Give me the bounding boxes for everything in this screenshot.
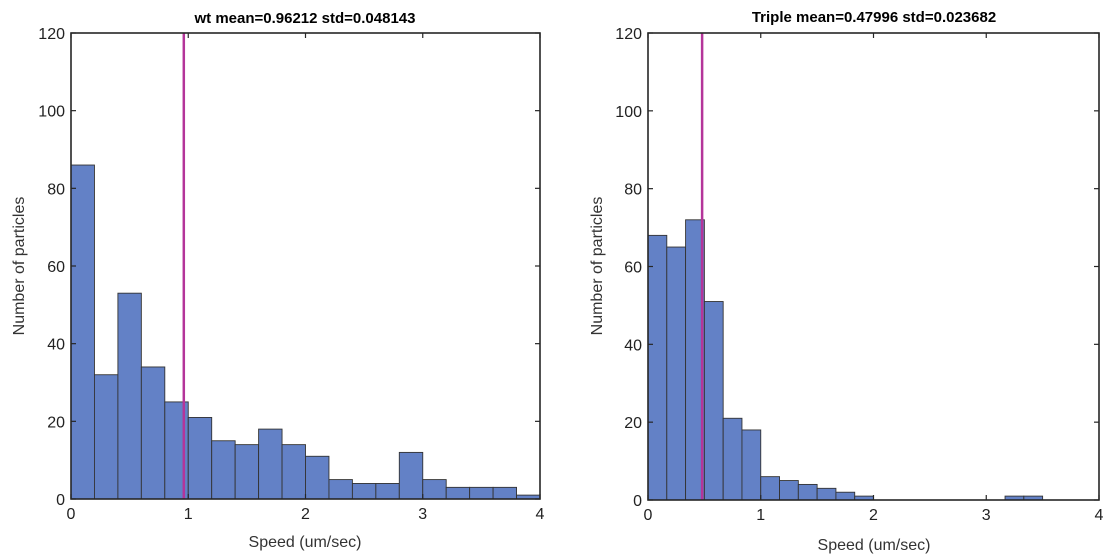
wt-xtick-label: 4 — [536, 506, 545, 523]
wt-x-axis-label: Speed (um/sec) — [249, 534, 362, 551]
wt-xtick-label: 3 — [418, 506, 427, 523]
triple-xtick-label: 4 — [1095, 507, 1104, 524]
triple-y-axis-label: Number of particles — [589, 197, 606, 336]
wt-ytick-label: 60 — [47, 259, 65, 276]
wt-bar-8 — [258, 428, 283, 500]
wt-ytick-label: 20 — [47, 414, 65, 431]
wt-ytick-label: 80 — [47, 181, 65, 198]
wt-bar-12 — [351, 483, 377, 500]
wt-xtick-label: 2 — [301, 506, 310, 523]
wt-bar-7 — [234, 444, 260, 500]
wt-ytick-label: 120 — [38, 26, 65, 43]
wt-ytick-label: 40 — [47, 337, 65, 354]
triple-bar-4 — [722, 417, 743, 501]
triple-bar-3 — [703, 301, 724, 501]
triple-bar-7 — [779, 480, 799, 501]
triple-bar-5 — [741, 429, 762, 501]
wt-bar-17 — [469, 486, 494, 500]
triple-ytick-label: 60 — [624, 260, 642, 277]
wt-y-axis-label: Number of particles — [11, 197, 28, 336]
wt-bar-2 — [117, 292, 142, 500]
triple-xtick-label: 2 — [869, 507, 878, 524]
wt-bar-3 — [140, 366, 166, 500]
wt-bar-18 — [492, 486, 518, 500]
triple-bar-1 — [666, 246, 687, 501]
wt-bar-14 — [398, 451, 424, 500]
triple-bar-10 — [835, 491, 856, 501]
triple-bar-9 — [816, 487, 837, 501]
wt-ytick-label: 100 — [38, 104, 65, 121]
triple-xtick-label: 1 — [756, 507, 765, 524]
wt-bar-13 — [375, 483, 400, 500]
wt-bar-1 — [93, 374, 119, 500]
wt-bar-9 — [281, 444, 306, 500]
triple-xtick-label: 3 — [982, 507, 991, 524]
wt-bar-11 — [328, 479, 353, 500]
triple-ytick-label: 100 — [615, 104, 642, 121]
triple-xtick-label: 0 — [644, 507, 653, 524]
wt-bar-0 — [70, 164, 95, 500]
wt-bar-6 — [211, 440, 236, 500]
wt-bar-10 — [305, 455, 330, 500]
wt-bar-16 — [445, 486, 471, 500]
triple-x-axis-label: Speed (um/sec) — [818, 537, 931, 554]
triple-ytick-label: 20 — [624, 415, 642, 432]
triple-chart-title: Triple mean=0.47996 std=0.023682 — [752, 9, 996, 26]
wt-bar-5 — [187, 417, 213, 500]
wt-ytick-label: 0 — [56, 492, 65, 509]
wt-xtick-label: 0 — [67, 506, 76, 523]
wt-chart-title: wt mean=0.96212 std=0.048143 — [194, 10, 416, 27]
triple-bar-8 — [797, 483, 818, 501]
triple-bar-6 — [760, 476, 780, 501]
wt-bar-15 — [422, 479, 447, 500]
triple-ytick-label: 80 — [624, 182, 642, 199]
triple-bar-0 — [647, 234, 668, 501]
triple-ytick-label: 0 — [633, 493, 642, 510]
wt-xtick-label: 1 — [184, 506, 193, 523]
triple-ytick-label: 120 — [615, 26, 642, 43]
triple-ytick-label: 40 — [624, 337, 642, 354]
